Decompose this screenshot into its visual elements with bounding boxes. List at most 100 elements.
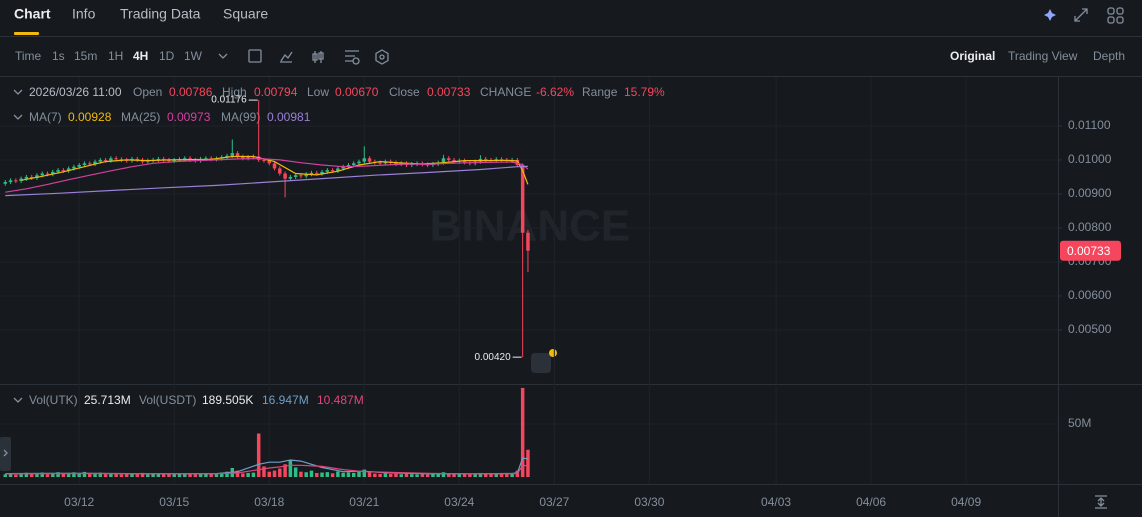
volume-bar xyxy=(267,471,271,477)
volume-bar xyxy=(241,473,245,477)
interval-option[interactable]: 15m xyxy=(74,49,97,63)
x-tick-label: 03/15 xyxy=(159,495,189,509)
template-dot xyxy=(379,54,385,60)
volume-bar xyxy=(510,473,514,477)
candle-body xyxy=(35,175,39,178)
candle-body xyxy=(56,170,60,172)
candle-body xyxy=(362,158,367,162)
view-option[interactable]: Original xyxy=(950,49,995,63)
volume-bar xyxy=(146,474,150,477)
candle-body xyxy=(293,175,298,177)
volume-bar xyxy=(235,470,240,477)
side-panel-arrow xyxy=(3,449,8,457)
volume-bar xyxy=(82,471,87,477)
view-option[interactable]: Depth xyxy=(1093,49,1125,63)
volume-bar xyxy=(19,473,23,477)
view-option[interactable]: Trading View xyxy=(1008,49,1078,63)
candle-body xyxy=(225,155,229,158)
volume-bar xyxy=(272,470,277,477)
volume-bar xyxy=(436,473,440,477)
y-tick-label: 0.01100 xyxy=(1068,118,1111,132)
y-tick-label: 0.01000 xyxy=(1068,152,1112,166)
layout-icon[interactable] xyxy=(1107,7,1115,15)
candle-body xyxy=(526,232,530,251)
ma-legend-value: 0.00928 xyxy=(68,110,112,124)
candle-body xyxy=(299,175,303,177)
legend-label: Range xyxy=(582,85,618,99)
candle-body xyxy=(24,176,29,179)
x-tick-label: 04/06 xyxy=(856,495,886,509)
candle-body xyxy=(325,170,330,172)
interval-option[interactable]: 1W xyxy=(184,49,203,63)
volume-bar xyxy=(526,449,530,477)
layout-icon xyxy=(1107,16,1115,24)
candle-body xyxy=(357,161,361,164)
volume-bar xyxy=(66,472,71,477)
settings-icon[interactable] xyxy=(345,50,359,62)
interval-option[interactable]: Time xyxy=(15,49,42,63)
vol-collapse[interactable] xyxy=(13,397,23,403)
volume-bar xyxy=(140,472,145,477)
candle-body xyxy=(61,170,66,172)
interval-option[interactable]: 4H xyxy=(133,49,148,63)
candle-body xyxy=(109,158,113,161)
interval-dropdown[interactable] xyxy=(218,53,228,59)
ai-icon[interactable] xyxy=(1044,9,1056,21)
volume-bar xyxy=(404,473,409,477)
ma-collapse[interactable] xyxy=(13,114,23,120)
nav-tab[interactable]: Info xyxy=(72,6,96,22)
candle-body xyxy=(441,158,446,163)
candle-body xyxy=(93,161,97,165)
volume-bar xyxy=(161,474,166,477)
volume-bar xyxy=(304,472,308,477)
candle-body xyxy=(267,160,271,164)
volume-bar xyxy=(478,472,483,477)
y-tick-label: 0.00900 xyxy=(1068,186,1112,200)
candle-body xyxy=(204,158,208,160)
nav-tab[interactable]: Chart xyxy=(14,6,51,22)
candle-body xyxy=(82,163,87,166)
candle-body xyxy=(499,159,504,161)
interval-option[interactable]: 1D xyxy=(159,49,175,63)
volume-bar xyxy=(325,472,330,477)
legend-value: -6.62% xyxy=(536,85,574,99)
candle-body xyxy=(40,173,44,176)
scale-icon[interactable] xyxy=(1095,495,1107,509)
interval-option[interactable]: 1s xyxy=(52,49,65,63)
x-tick-label: 04/09 xyxy=(951,495,981,509)
volume-bar xyxy=(315,472,319,477)
calendar-icon[interactable] xyxy=(248,49,262,63)
event-badge[interactable] xyxy=(531,353,551,373)
vol-legend-label: Vol(UTK) xyxy=(29,393,78,407)
y-tick-label: 0.00600 xyxy=(1068,288,1112,302)
volume-bar xyxy=(378,473,382,477)
volume-bar xyxy=(124,474,129,477)
nav-tab[interactable]: Square xyxy=(223,6,268,22)
candle-body xyxy=(246,157,250,159)
volume-bar xyxy=(103,474,108,477)
legend-collapse[interactable] xyxy=(13,89,23,95)
candle-body xyxy=(330,170,335,172)
indicator-icon[interactable] xyxy=(280,51,293,63)
candle-body xyxy=(272,163,277,169)
ma-line xyxy=(5,165,528,197)
volume-bar xyxy=(8,473,13,477)
volume-bar xyxy=(415,474,419,477)
template-icon[interactable] xyxy=(375,49,389,65)
vol-legend-value: 25.713M xyxy=(84,393,131,407)
volume-bar xyxy=(51,472,55,477)
volume-bar xyxy=(135,474,140,477)
fullscreen-icon[interactable] xyxy=(1074,8,1088,22)
volume-bar xyxy=(499,473,504,477)
volume-bar xyxy=(520,387,525,477)
x-tick-label: 03/27 xyxy=(539,495,569,509)
chart-type-icon[interactable] xyxy=(312,51,324,63)
toolbar-icons xyxy=(0,7,1124,509)
nav-tab[interactable]: Trading Data xyxy=(120,6,201,22)
volume-bar xyxy=(494,473,499,477)
candle-body xyxy=(520,165,525,233)
watermark: BINANCE xyxy=(430,202,630,251)
interval-option[interactable]: 1H xyxy=(108,49,123,63)
legend-value: 0.00794 xyxy=(254,85,298,99)
